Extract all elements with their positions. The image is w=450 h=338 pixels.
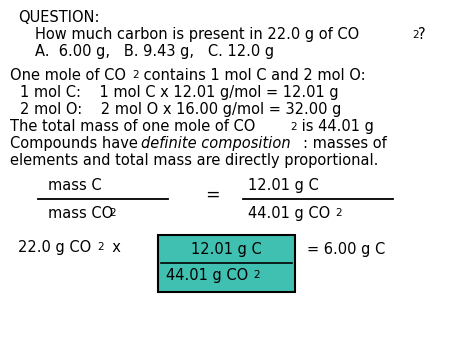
Text: elements and total mass are directly proportional.: elements and total mass are directly pro… [10,153,378,168]
Text: mass C: mass C [48,178,102,193]
Text: contains 1 mol C and 2 mol O:: contains 1 mol C and 2 mol O: [139,68,366,83]
Text: 2: 2 [412,29,418,40]
Text: QUESTION:: QUESTION: [18,10,99,25]
Text: mass CO: mass CO [48,206,113,221]
FancyBboxPatch shape [158,235,295,292]
Text: x: x [103,240,121,255]
Text: = 6.00 g C: = 6.00 g C [307,242,385,257]
Text: definite composition: definite composition [141,136,291,151]
Text: 1 mol C:    1 mol C x 12.01 g/mol = 12.01 g: 1 mol C: 1 mol C x 12.01 g/mol = 12.01 g [20,85,338,100]
Text: is 44.01 g: is 44.01 g [297,119,374,134]
Text: 44.01 g CO: 44.01 g CO [248,206,330,221]
Text: 2: 2 [290,121,297,131]
Text: 2: 2 [109,209,116,218]
Text: 22.0 g CO: 22.0 g CO [18,240,91,255]
Text: 2: 2 [133,71,140,80]
Text: 2: 2 [97,242,104,252]
Text: 12.01 g C: 12.01 g C [191,242,262,257]
Text: 2: 2 [336,209,342,218]
Text: How much carbon is present in 22.0 g of CO: How much carbon is present in 22.0 g of … [35,27,359,42]
Text: The total mass of one mole of CO: The total mass of one mole of CO [10,119,256,134]
Text: A.  6.00 g,   B. 9.43 g,   C. 12.0 g: A. 6.00 g, B. 9.43 g, C. 12.0 g [35,44,274,59]
Text: 2 mol O:    2 mol O x 16.00 g/mol = 32.00 g: 2 mol O: 2 mol O x 16.00 g/mol = 32.00 g [20,102,342,117]
Text: 12.01 g C: 12.01 g C [248,178,319,193]
Text: 44.01 g CO: 44.01 g CO [166,268,248,283]
Text: One mole of CO: One mole of CO [10,68,126,83]
Text: : masses of: : masses of [303,136,387,151]
Text: ?: ? [418,27,426,42]
Text: =: = [205,186,220,204]
Text: Compounds have: Compounds have [10,136,143,151]
Text: 2: 2 [254,270,260,281]
